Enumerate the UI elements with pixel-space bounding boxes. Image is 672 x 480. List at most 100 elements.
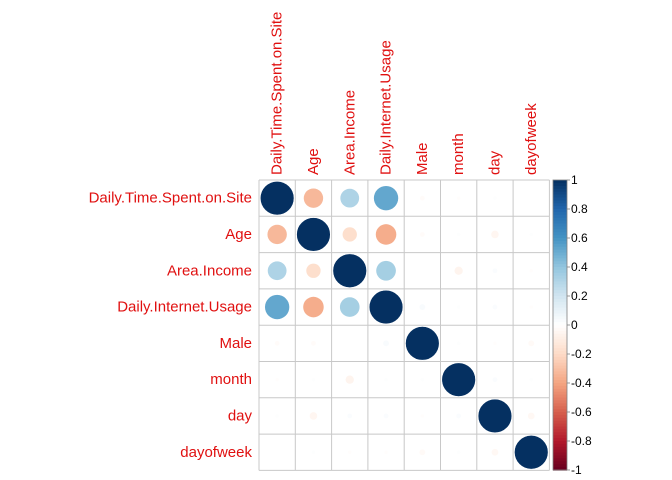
colorbar-segment [553,220,567,225]
colorbar-segment [553,287,567,291]
correlation-circle-day-month [456,413,462,419]
colorbar-segment [553,214,567,219]
correlation-circle-Daily.Internet.Usage-month [456,305,461,309]
colorbar-segment [553,232,567,236]
colorbar-segment [553,330,567,335]
colorbar-segment [553,400,567,404]
correlation-circle-Daily.Time.Spent.on.Site-Daily.Time.Spent.on.Site [259,180,295,216]
colorbar-segment [553,296,567,300]
colorbar-segment [553,203,567,207]
correlation-circle-Male-Age [311,340,316,346]
colorbar-segment [553,435,567,439]
colorbar-segment [553,243,567,248]
colorbar-segment [553,313,567,317]
colorbar-segment [553,403,567,407]
colorbar-segment [553,409,567,413]
colorbar-segment [553,380,567,384]
colorbar-segment [553,385,567,390]
colorbar-segment [553,377,567,381]
correlation-circle-Daily.Time.Spent.on.Site-Daily.Internet.Usage [373,185,399,211]
colorbar-segment [553,336,567,341]
colorbar-segment [553,261,567,265]
colorbar-segment [553,342,567,346]
colorbar-segment [553,461,567,465]
row-label: Male [219,335,252,352]
colorbar-segment [553,206,567,210]
colorbar-segment [553,267,567,271]
correlation-circle-Age-Daily.Time.Spent.on.Site [267,224,287,245]
colorbar-tick-label: -0.8 [571,434,592,448]
colorbar-segment [553,310,567,314]
correlation-circle-day-Age [309,412,318,420]
correlation-circle-Age-Area.Income [342,227,357,242]
correlation-circle-dayofweek-Age [311,450,316,454]
colorbar-segment [553,417,567,422]
correlation-circle-Daily.Time.Spent.on.Site-Age [303,188,324,208]
colorbar-tick-label: 0 [571,318,578,332]
correlation-circle-Daily.Internet.Usage-Male [419,304,426,310]
correlation-circle-Area.Income-day [492,268,498,274]
column-label: Male [414,142,431,175]
colorbar-segment [553,240,567,245]
colorbar-segment [553,226,567,230]
column-label: Area.Income [341,90,358,175]
correlation-circle-Age-Male [419,232,425,237]
correlation-circle-Area.Income-month [454,266,463,275]
column-label: Age [305,148,322,175]
correlation-circle-Age-Age [296,217,331,252]
colorbar-segment [553,194,567,198]
correlation-circle-Age-month [456,232,461,237]
correlation-circle-Daily.Internet.Usage-day [492,304,498,310]
correlation-circle-Male-day [493,341,497,346]
colorbar-segment [553,429,567,433]
colorbar-segment [553,307,567,312]
correlation-circle-Male-dayofweek [528,340,535,347]
correlation-circle-Male-Daily.Internet.Usage [383,340,389,347]
correlation-circle-dayofweek-Male [419,449,426,456]
colorbar-segment [553,449,567,454]
colorbar-segment [553,188,567,193]
colorbar-segment [553,322,567,326]
colorbar-segment [553,229,567,233]
colorbar-segment [553,209,567,213]
colorbar-segment [553,211,567,216]
colorbar-tick-label: -0.4 [571,376,592,390]
colorbar-segment [553,339,567,343]
colorbar-segment [553,325,567,329]
colorbar-segment [553,397,567,401]
colorbar-tick-label: 0.2 [571,289,588,303]
colorbar-segment [553,452,567,457]
correlation-circle-day-Area.Income [347,413,353,419]
correlation-circles [259,180,549,470]
correlation-circle-month-Area.Income [345,375,354,384]
correlation-circle-Age-dayofweek [529,232,533,237]
colorbar-segment [553,264,567,268]
colorbar-segment [553,374,567,378]
correlation-circle-Daily.Internet.Usage-Daily.Time.Spent.on.Site [264,294,290,320]
column-label: month [450,133,467,175]
correlation-circle-Area.Income-Area.Income [332,253,367,288]
row-label: Age [225,226,252,243]
correlation-circle-Male-month [456,341,461,346]
colorbar-segment [553,420,567,425]
colorbar-segment [553,238,567,242]
correlation-circle-Daily.Time.Spent.on.Site-Area.Income [340,188,360,208]
colorbar-segment [553,394,567,399]
colorbar-segment [553,406,567,410]
colorbar-segment [553,383,567,387]
colorbar-segment [553,249,567,254]
colorbar-segment [553,223,567,227]
column-label: dayofweek [523,103,540,175]
correlation-circle-Daily.Internet.Usage-Area.Income [339,297,360,317]
correlation-circle-day-Daily.Internet.Usage [383,413,389,419]
colorbar-segment [553,423,567,428]
colorbar-segment [553,351,567,355]
colorbar-segment [553,345,567,349]
correlation-circle-day-Male [420,414,425,418]
correlation-circle-Age-day [491,230,499,239]
colorbar-tick-label: -1 [571,463,582,477]
colorbar-tick-label: -0.6 [571,405,592,419]
column-label: Daily.Internet.Usage [378,40,395,175]
colorbar-segment [553,180,567,184]
